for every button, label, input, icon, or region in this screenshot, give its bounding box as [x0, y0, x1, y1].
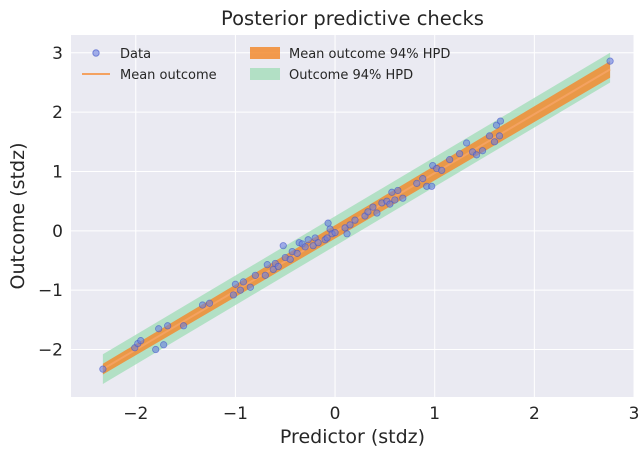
data-point: [155, 325, 163, 333]
data-point: [229, 291, 238, 299]
x-tick-label: −1: [223, 404, 248, 424]
data-point: [413, 179, 421, 187]
data-point: [279, 242, 287, 250]
legend-item: Mean outcome 94% HPD: [250, 47, 450, 62]
data-point: [446, 156, 454, 164]
data-point: [606, 57, 614, 65]
x-tick-labels: −2 −1 0 1 2 3: [123, 404, 639, 424]
chart-title: Posterior predictive checks: [221, 7, 484, 30]
data-point: [331, 229, 339, 237]
y-tick-label: 1: [52, 162, 63, 182]
data-point: [496, 117, 505, 125]
legend-swatch: [250, 68, 280, 80]
data-point: [386, 200, 394, 208]
data-point: [236, 286, 244, 294]
data-point: [205, 299, 214, 307]
y-tick-label: 0: [52, 222, 63, 242]
legend-label: Mean outcome 94% HPD: [289, 47, 450, 62]
data-point: [152, 345, 160, 354]
data-point: [286, 255, 294, 263]
y-tick-label: 2: [52, 103, 63, 123]
legend-item: Mean outcome: [82, 68, 217, 83]
data-point: [472, 151, 481, 159]
legend-label: Outcome 94% HPD: [289, 68, 413, 83]
data-point: [261, 271, 269, 279]
y-tick-label: −1: [38, 281, 63, 301]
data-point: [399, 194, 407, 202]
data-point: [438, 166, 446, 174]
data-point: [137, 337, 145, 345]
data-point: [364, 208, 372, 216]
data-point: [251, 271, 259, 279]
legend-label: Data: [120, 47, 151, 62]
y-tick-label: −2: [38, 341, 63, 361]
data-point: [293, 249, 301, 257]
x-tick-label: 0: [330, 404, 341, 424]
data-point: [351, 216, 359, 224]
data-point: [324, 219, 332, 227]
data-point: [160, 341, 168, 349]
data-point: [164, 322, 172, 330]
data-point: [180, 322, 188, 330]
data-point: [373, 209, 381, 217]
data-point: [304, 236, 312, 244]
x-tick-label: 3: [629, 404, 640, 424]
data-point: [369, 203, 377, 211]
data-point: [301, 243, 309, 251]
legend-swatch: [250, 47, 280, 59]
x-tick-label: 2: [529, 404, 540, 424]
data-point: [490, 138, 499, 146]
data-point: [485, 132, 494, 140]
data-point: [462, 139, 471, 147]
data-point: [263, 261, 271, 269]
x-axis-label: Predictor (stdz): [280, 426, 425, 448]
data-point: [323, 234, 331, 242]
legend-item: Outcome 94% HPD: [250, 68, 413, 83]
data-point: [343, 230, 351, 238]
legend-marker: [92, 49, 100, 57]
x-tick-label: −2: [123, 404, 148, 424]
y-axis-label: Outcome (stdz): [7, 143, 29, 290]
data-point: [239, 278, 247, 286]
data-points: [99, 57, 614, 373]
legend-label: Mean outcome: [120, 68, 217, 83]
data-point: [495, 132, 504, 140]
x-tick-label: 1: [429, 404, 440, 424]
legend: Data Mean outcome Mean outcome 94% HPD Outc…: [82, 47, 450, 83]
data-point: [346, 221, 354, 229]
data-point: [478, 147, 487, 155]
data-point: [99, 365, 107, 373]
legend-item: Data: [92, 47, 151, 62]
data-point: [274, 262, 282, 271]
data-point: [394, 186, 402, 195]
data-point: [456, 150, 464, 158]
data-point: [391, 196, 399, 204]
data-point: [388, 188, 396, 196]
data-point: [198, 301, 207, 309]
y-tick-label: 3: [52, 44, 63, 64]
data-point: [428, 182, 436, 190]
data-point: [246, 283, 254, 291]
data-point: [314, 239, 322, 247]
y-tick-labels: −2 −1 0 1 2 3: [38, 44, 63, 361]
data-point: [419, 175, 427, 183]
data-point: [231, 280, 240, 288]
